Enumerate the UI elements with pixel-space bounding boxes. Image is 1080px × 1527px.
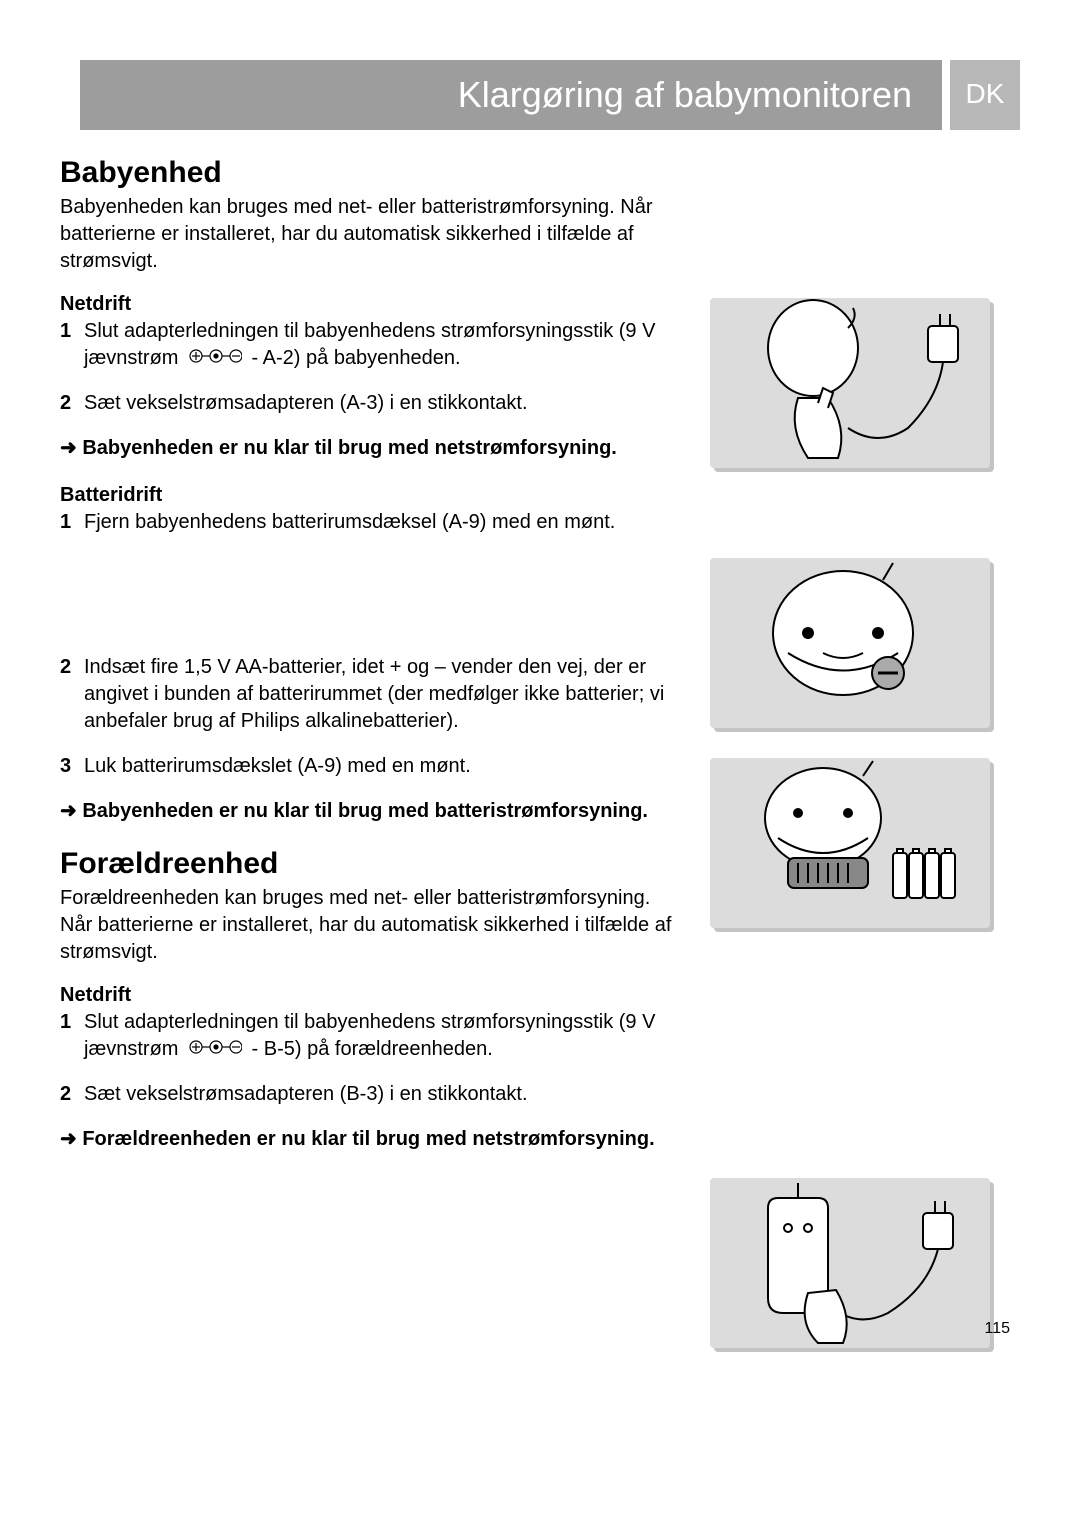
polarity-icon (188, 345, 242, 372)
step: 2 Sæt vekselstrømsadapteren (B-3) i en s… (60, 1081, 680, 1108)
step: 1 Fjern babyenhedens batterirumsdæksel (… (60, 509, 680, 536)
step-text: Slut adapterledningen til babyenhedens s… (84, 1009, 680, 1063)
step-text: Sæt vekselstrømsadapteren (A-3) i en sti… (84, 390, 680, 417)
step: 1 Slut adapterledningen til babyenhedens… (60, 1009, 680, 1063)
illustration-plug-adapter-baby (710, 298, 990, 468)
illustration-column (710, 148, 990, 1348)
subhead-netdrift-2: Netdrift (60, 984, 680, 1007)
result-text: ➜ Babyenheden er nu klar til brug med ne… (60, 435, 680, 462)
polarity-icon (188, 1036, 242, 1063)
step: 2 Sæt vekselstrømsadapteren (A-3) i en s… (60, 390, 680, 417)
step: 2 Indsæt fire 1,5 V AA-batterier, idet +… (60, 654, 680, 735)
language-badge: DK (950, 60, 1020, 130)
step: 3 Luk batterirumsdækslet (A-9) med en mø… (60, 753, 680, 780)
step-text: Sæt vekselstrømsadapteren (B-3) i en sti… (84, 1081, 680, 1108)
step-number: 2 (60, 1081, 78, 1108)
step-text: Slut adapterledningen til babyenhedens s… (84, 318, 680, 372)
intro-foraeldreenhed: Forældreenheden kan bruges med net- elle… (60, 885, 680, 966)
page-header: Klargøring af babymonitoren DK (80, 60, 1020, 130)
page-title: Klargøring af babymonitoren (80, 60, 942, 130)
section-heading-foraeldreenhed: Forældreenhed (60, 847, 680, 881)
subhead-netdrift-1: Netdrift (60, 293, 680, 316)
page-number: 115 (984, 1320, 1010, 1338)
intro-babyenhed: Babyenheden kan bruges med net- eller ba… (60, 194, 680, 275)
step-text: Indsæt fire 1,5 V AA-batterier, idet + o… (84, 654, 680, 735)
illustration-plug-adapter-parent (710, 1178, 990, 1348)
step-number: 3 (60, 753, 78, 780)
step: 1 Slut adapterledningen til babyenhedens… (60, 318, 680, 372)
section-heading-babyenhed: Babyenhed (60, 156, 680, 190)
illustration-insert-batteries (710, 758, 990, 928)
step-number: 1 (60, 318, 78, 372)
step-text: Fjern babyenhedens batterirumsdæksel (A-… (84, 509, 680, 536)
result-text: ➜ Babyenheden er nu klar til brug med ba… (60, 798, 680, 825)
step-number: 2 (60, 390, 78, 417)
text-column: Babyenhed Babyenheden kan bruges med net… (60, 148, 680, 1348)
step-number: 2 (60, 654, 78, 735)
step-number: 1 (60, 509, 78, 536)
subhead-batteridrift: Batteridrift (60, 484, 680, 507)
step-text: Luk batterirumsdækslet (A-9) med en mønt… (84, 753, 680, 780)
illustration-battery-cover (710, 558, 990, 728)
result-text: ➜ Forældreenheden er nu klar til brug me… (60, 1126, 680, 1153)
step-number: 1 (60, 1009, 78, 1063)
